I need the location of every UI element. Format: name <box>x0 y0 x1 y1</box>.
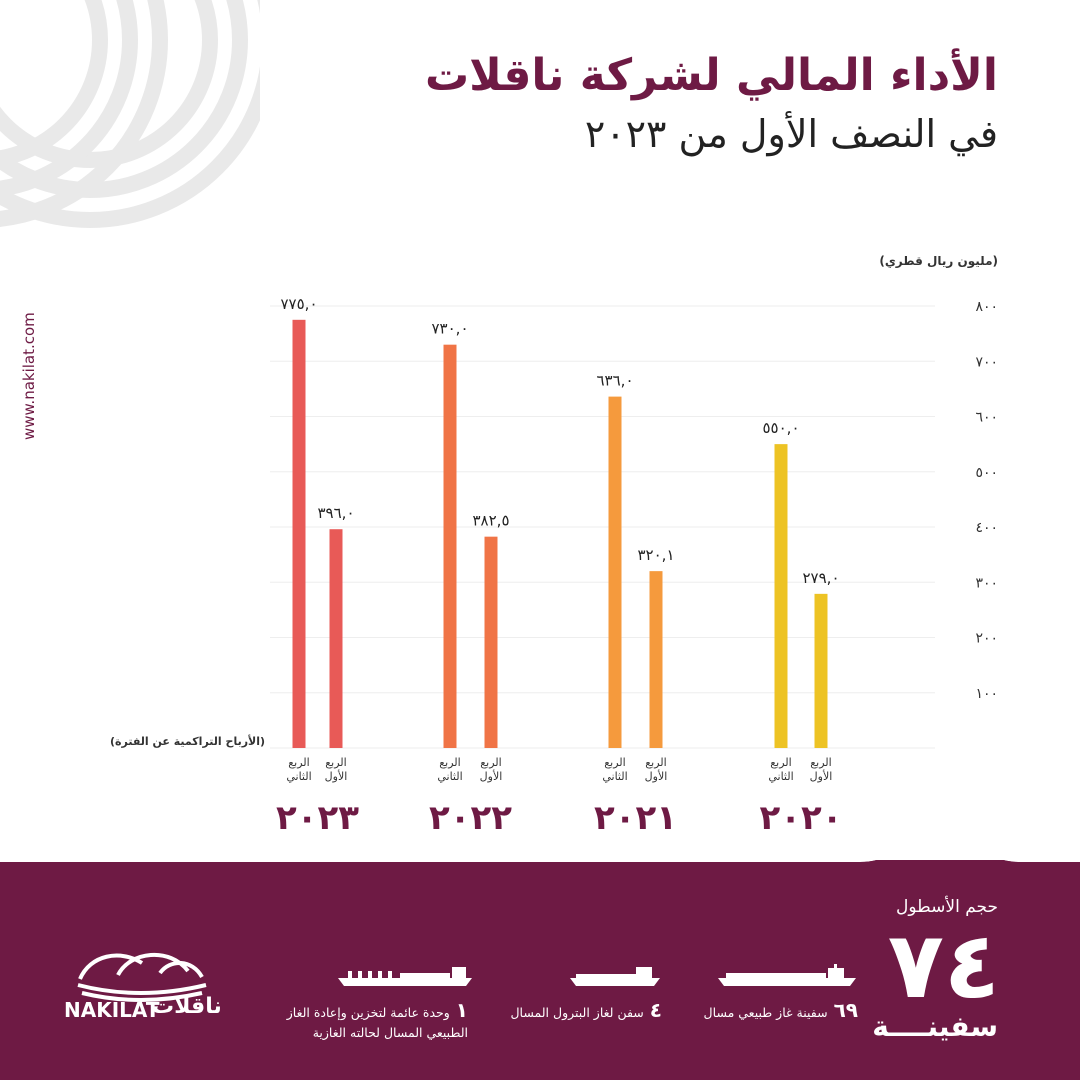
y-tick-label: ٨٠٠ <box>975 299 998 315</box>
x-tick-label: الربع الثاني <box>602 756 627 783</box>
x-tick-label: الربع الأول <box>810 756 833 783</box>
bar-value-label: ٣٩٦,٠ <box>318 504 355 522</box>
chart-note: (الأرباح التراكمية عن الفترة) <box>110 735 266 748</box>
x-tick-label: الربع الأول <box>645 756 668 783</box>
logo-wordmark-latin: NAKILAT <box>64 998 160 1022</box>
y-tick-label: ٦٠٠ <box>975 410 998 426</box>
bar-value-label: ٧٧٥,٠ <box>281 295 318 313</box>
bar-value-label: ٣٨٢,٥ <box>473 512 510 530</box>
y-tick-label: ٥٠٠ <box>975 465 998 481</box>
chart-unit-label: (مليون ريال قطري) <box>879 254 998 268</box>
x-tick-label: الربع الثاني <box>437 756 462 783</box>
fsru-icon <box>338 967 472 986</box>
fleet-band <box>0 860 1080 1080</box>
vessel-lng-label: سفينة غاز طبيعي مسال <box>703 1005 828 1020</box>
y-tick-label: ٣٠٠ <box>975 575 998 591</box>
bar-value-label: ٦٣٦,٠ <box>597 372 634 390</box>
x-tick-label: الربع الثاني <box>286 756 311 783</box>
y-tick-label: ٢٠٠ <box>975 631 998 647</box>
bar <box>484 536 498 748</box>
vessel-lpg-label: سفن لغاز البترول المسال <box>510 1005 644 1020</box>
bar-value-label: ٢٧٩,٠ <box>803 569 840 587</box>
bar-value-label: ٧٣٠,٠ <box>432 320 469 338</box>
vessel-fsru: ١وحدة عائمة لتخزين وإعادة الغاز الطبيعي … <box>278 998 468 1042</box>
vessel-lpg-count: ٤ <box>649 998 662 1022</box>
y-tick-label: ٧٠٠ <box>975 354 998 370</box>
bar <box>292 319 306 748</box>
fleet-title: حجم الأسطول <box>896 897 998 917</box>
year-label: ٢٠٢٣ <box>276 798 359 838</box>
fleet-count-unit: سفينــــة <box>872 1010 998 1043</box>
page-subtitle: في النصف الأول من ٢٠٢٣ <box>584 112 998 156</box>
vessel-lpg: ٤ سفن لغاز البترول المسال <box>502 998 662 1022</box>
vessel-lng-count: ٦٩ <box>833 998 858 1022</box>
bar <box>443 344 457 748</box>
vessel-fsru-count: ١ <box>455 998 468 1022</box>
decorative-arcs <box>0 0 260 228</box>
vessel-lng: ٦٩ سفينة غاز طبيعي مسال <box>688 998 858 1022</box>
logo-wordmark-arabic: ناقلات <box>152 994 222 1019</box>
bar-value-label: ٣٢٠,١ <box>638 546 675 564</box>
bar <box>329 529 343 748</box>
fleet-count: ٧٤ <box>887 912 1000 1019</box>
bar-value-label: ٥٥٠,٠ <box>763 419 800 437</box>
year-label: ٢٠٢٠ <box>759 798 842 838</box>
bar-chart: ١٠٠ ٢٠٠ ٣٠٠ ٤٠٠ ٥٠٠ ٦٠٠ ٧٠٠ ٨٠٠ ٧٧٥,٠ الربع الثاني… <box>270 295 998 838</box>
bar <box>608 396 622 748</box>
x-tick-label: الربع الأول <box>325 756 348 783</box>
vessel-fsru-label: وحدة عائمة لتخزين وإعادة الغاز الطبيعي ا… <box>286 1005 468 1040</box>
x-tick-label: الربع الأول <box>480 756 503 783</box>
year-label: ٢٠٢١ <box>594 798 677 838</box>
nakilat-logo <box>77 953 207 1002</box>
bar <box>814 593 828 748</box>
bar <box>774 444 788 748</box>
year-label: ٢٠٢٢ <box>429 798 512 838</box>
lpg-carrier-icon <box>570 967 660 986</box>
x-tick-label: الربع الثاني <box>768 756 793 783</box>
page-title: الأداء المالي لشركة ناقلات <box>424 50 998 101</box>
y-tick-label: ٤٠٠ <box>975 520 998 536</box>
lng-carrier-icon <box>718 964 856 986</box>
y-tick-label: ١٠٠ <box>975 686 998 702</box>
bar <box>649 571 663 748</box>
